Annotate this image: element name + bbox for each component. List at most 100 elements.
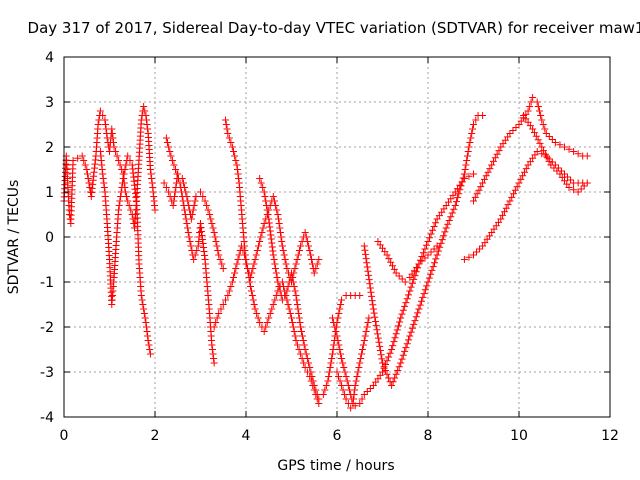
- data-point: [208, 341, 216, 349]
- data-point-fill: [463, 152, 471, 160]
- data-point-fill: [140, 310, 148, 317]
- data-point-fill: [430, 223, 438, 230]
- data-point: [167, 152, 175, 160]
- data-point-fill: [80, 157, 88, 164]
- data-point-fill: [473, 248, 481, 256]
- data-point-fill: [85, 179, 93, 187]
- data-point-fill: [189, 206, 197, 214]
- data-point: [328, 350, 336, 358]
- data-point: [265, 215, 273, 223]
- data-point: [338, 296, 346, 304]
- data-point-fill: [447, 213, 455, 221]
- data-point-fill: [141, 107, 149, 115]
- data-point-fill: [541, 150, 549, 158]
- data-point-fill: [401, 347, 409, 355]
- data-point-fill: [193, 247, 201, 254]
- x-tick-label: 2: [151, 428, 160, 444]
- data-point-fill: [99, 175, 107, 182]
- data-point-fill: [351, 386, 359, 394]
- data-point-fill: [266, 310, 274, 317]
- data-point: [301, 229, 309, 236]
- data-point-fill: [414, 309, 422, 317]
- data-point-fill: [84, 170, 92, 178]
- data-point-fill: [364, 267, 372, 275]
- data-point-fill: [146, 346, 154, 353]
- data-point: [197, 188, 204, 196]
- data-point-fill: [374, 330, 382, 338]
- data-point-fill: [294, 251, 302, 259]
- data-point-fill: [231, 152, 239, 160]
- data-point: [256, 175, 264, 182]
- data-point: [192, 193, 200, 200]
- data-point-fill: [280, 251, 288, 259]
- data-point-fill: [254, 314, 262, 322]
- data-point-fill: [309, 377, 317, 385]
- data-point-fill: [410, 275, 418, 283]
- data-point-fill: [418, 297, 425, 305]
- data-point-fill: [540, 147, 548, 155]
- data-point: [533, 98, 541, 106]
- data-point-fill: [210, 355, 218, 362]
- data-point-fill: [209, 224, 217, 232]
- data-point: [470, 170, 477, 178]
- data-point-fill: [325, 368, 333, 376]
- y-tick-label: -1: [40, 275, 54, 291]
- data-point: [470, 197, 477, 205]
- data-point-fill: [276, 287, 284, 295]
- data-point-fill: [84, 175, 92, 182]
- data-point-fill: [270, 256, 278, 263]
- data-point-fill: [520, 168, 528, 176]
- data-point-fill: [281, 292, 289, 299]
- data-point-fill: [364, 319, 372, 326]
- data-point-fill: [170, 197, 178, 205]
- data-point-fill: [233, 166, 241, 173]
- data-point: [356, 292, 364, 299]
- data-point: [369, 305, 377, 313]
- data-point: [101, 116, 109, 124]
- data-point-fill: [212, 319, 220, 326]
- data-point: [570, 148, 578, 155]
- data-point-fill: [229, 274, 237, 281]
- data-point-fill: [294, 305, 302, 313]
- data-point: [338, 382, 346, 389]
- data-point-fill: [262, 202, 270, 209]
- data-point: [224, 292, 232, 299]
- data-point: [206, 211, 214, 218]
- data-point-fill: [267, 231, 275, 239]
- data-point-fill: [378, 355, 386, 363]
- data-point: [383, 251, 391, 259]
- data-point-fill: [263, 206, 271, 214]
- data-point-fill: [313, 391, 321, 398]
- data-point-fill: [385, 374, 393, 382]
- data-point-fill: [393, 326, 401, 334]
- data-point: [288, 269, 295, 277]
- data-point-fill: [532, 132, 540, 140]
- data-point-fill: [308, 256, 316, 263]
- data-point-fill: [95, 116, 103, 124]
- data-point: [274, 278, 282, 286]
- data-point-fill: [252, 251, 260, 259]
- data-point: [465, 143, 473, 151]
- data-point-fill: [312, 265, 320, 272]
- data-point: [470, 251, 477, 259]
- data-point-fill: [109, 139, 117, 146]
- data-point: [142, 112, 150, 119]
- data-point-fill: [307, 368, 315, 376]
- data-point: [297, 242, 305, 250]
- data-point-fill: [429, 263, 437, 271]
- data-point-fill: [392, 370, 400, 378]
- data-point: [583, 152, 591, 160]
- data-point: [561, 143, 568, 151]
- data-point-fill: [371, 313, 379, 321]
- data-point-fill: [431, 259, 438, 267]
- data-point-fill: [208, 346, 216, 353]
- data-point-fill: [477, 183, 485, 191]
- data-point: [310, 269, 318, 277]
- data-point-fill: [277, 233, 285, 241]
- data-point: [529, 125, 537, 133]
- data-point-fill: [234, 170, 242, 178]
- data-point-fill: [335, 341, 343, 349]
- data-point-fill: [286, 310, 294, 317]
- data-point-fill: [272, 265, 280, 272]
- data-point: [538, 116, 546, 124]
